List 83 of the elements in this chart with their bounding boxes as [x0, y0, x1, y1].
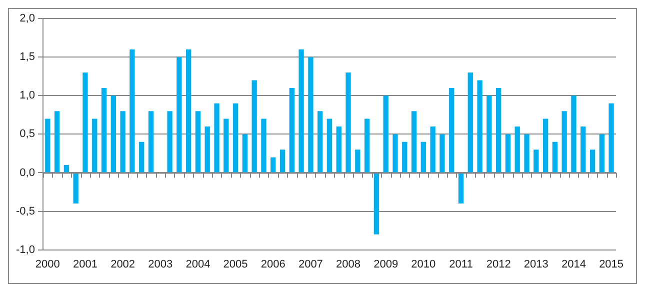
- bar: [477, 80, 482, 172]
- bar: [430, 126, 436, 172]
- bar: [355, 150, 360, 172]
- bar: [599, 134, 604, 172]
- bar: [486, 96, 492, 172]
- bar: [130, 49, 135, 172]
- bar: [402, 142, 408, 172]
- bar: [336, 126, 342, 172]
- x-tick-label: 2008: [336, 258, 361, 270]
- x-tick-label: 2001: [72, 258, 98, 270]
- bar: [242, 134, 248, 172]
- bar: [326, 118, 332, 172]
- bar: [280, 150, 286, 172]
- bar: [73, 173, 78, 204]
- bar: [176, 57, 182, 172]
- bar: [139, 142, 144, 172]
- x-tick-label: 2002: [110, 258, 136, 270]
- bar: [252, 80, 257, 172]
- x-tick-label: 2003: [148, 258, 173, 270]
- bar: [383, 96, 388, 172]
- x-tick-label: 2004: [186, 258, 210, 270]
- bar: [552, 142, 558, 172]
- bar: [289, 88, 294, 172]
- bar: [110, 96, 116, 172]
- x-tick-label: 2012: [486, 258, 511, 270]
- y-tick-label: 2,0: [20, 12, 35, 25]
- bar: [580, 126, 586, 172]
- x-tick-label: 2014: [561, 258, 586, 270]
- x-tick-label: 2013: [524, 258, 548, 270]
- x-tick-label: 2000: [35, 258, 60, 270]
- bar: [148, 111, 154, 172]
- bar: [534, 150, 539, 172]
- y-tick-label: 1,0: [20, 90, 35, 102]
- x-tick-label: 2007: [298, 258, 323, 270]
- bar: [514, 126, 520, 172]
- y-tick-label: -0,5: [16, 205, 35, 218]
- bar: [571, 96, 576, 172]
- bar: [214, 103, 220, 172]
- bar: [318, 111, 323, 172]
- x-tick-label: 2009: [374, 258, 398, 270]
- bar: [420, 142, 426, 172]
- bar: [54, 111, 60, 172]
- bar: [608, 103, 614, 172]
- bar: [468, 72, 473, 172]
- y-tick-label: 0,0: [20, 166, 35, 179]
- bar: [298, 49, 304, 172]
- bar: [458, 173, 464, 204]
- bar: [101, 88, 107, 172]
- bar: [505, 134, 511, 172]
- bar: [204, 126, 210, 172]
- bar: [524, 134, 530, 172]
- bar: [308, 57, 314, 172]
- bar: [590, 150, 596, 172]
- bar: [120, 111, 126, 172]
- y-tick-label: 1,5: [20, 51, 35, 64]
- bar: [261, 118, 266, 172]
- bar: [440, 134, 445, 172]
- bar: [224, 118, 229, 172]
- y-tick-label: -1,0: [16, 244, 35, 256]
- bar: [195, 111, 201, 172]
- bar: [562, 111, 567, 172]
- y-tick-label: 0,5: [20, 128, 35, 140]
- bar: [346, 72, 351, 172]
- bar: [392, 134, 398, 172]
- bar: [186, 49, 192, 172]
- x-tick-label: 2010: [411, 258, 436, 270]
- bar: [92, 118, 98, 172]
- bar: [82, 72, 88, 172]
- bar: [496, 88, 502, 172]
- bar: [45, 118, 50, 172]
- x-tick-label: 2011: [449, 258, 473, 270]
- bar: [542, 118, 548, 172]
- bar: [270, 157, 276, 172]
- bar: [411, 111, 417, 172]
- x-tick-label: 2015: [599, 258, 624, 270]
- bar: [374, 173, 380, 234]
- bar: [449, 88, 454, 172]
- bar: [64, 165, 70, 172]
- bar: [232, 103, 238, 172]
- bar: [167, 111, 172, 172]
- bar: [364, 118, 370, 172]
- x-tick-label: 2005: [223, 258, 248, 270]
- x-tick-label: 2006: [260, 258, 286, 270]
